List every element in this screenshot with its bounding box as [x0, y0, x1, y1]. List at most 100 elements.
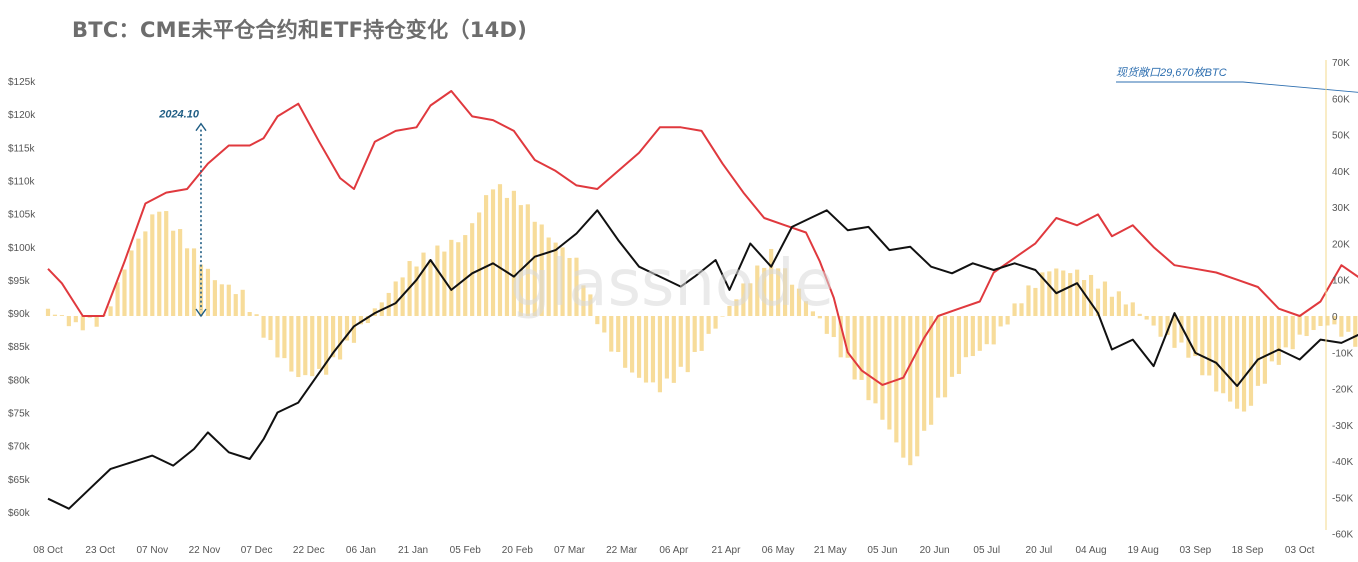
- etf-bar: [915, 316, 920, 457]
- etf-bar: [1040, 272, 1045, 316]
- etf-bar: [303, 316, 308, 376]
- etf-bar: [1262, 316, 1267, 384]
- etf-bar: [1047, 271, 1052, 316]
- etf-bar: [539, 224, 544, 316]
- etf-bar: [803, 301, 809, 316]
- x-tick-label: 22 Nov: [189, 545, 221, 556]
- etf-bar: [421, 252, 426, 316]
- etf-bar: [1137, 313, 1142, 316]
- etf-bar: [581, 285, 586, 316]
- etf-bar: [741, 283, 746, 316]
- etf-bar: [393, 281, 398, 316]
- etf-bar: [845, 316, 850, 358]
- etf-bar: [66, 316, 71, 327]
- etf-bar: [1255, 316, 1261, 386]
- etf-bar: [164, 211, 169, 316]
- etf-bar: [233, 294, 238, 316]
- x-tick-label: 03 Sep: [1180, 545, 1212, 556]
- etf-bar: [810, 311, 815, 316]
- etf-bar: [275, 316, 280, 358]
- etf-bar: [1033, 287, 1038, 316]
- price-line-series: [47, 209, 1358, 510]
- etf-bar: [769, 248, 774, 316]
- x-tick-label: 21 May: [814, 545, 847, 556]
- etf-bar: [268, 316, 273, 341]
- etf-bar: [1179, 316, 1184, 343]
- etf-bar: [796, 288, 802, 316]
- etf-bar: [1026, 285, 1031, 316]
- etf-bar: [1130, 302, 1135, 316]
- etf-bar: [1068, 273, 1073, 316]
- etf-bar: [1019, 303, 1024, 316]
- x-tick-label: 22 Dec: [293, 545, 325, 556]
- y-right-tick-label: 10K: [1332, 276, 1350, 287]
- etf-bar: [1151, 316, 1156, 326]
- x-tick-label: 07 Dec: [241, 545, 273, 556]
- etf-bar: [553, 242, 558, 316]
- etf-bar: [1200, 316, 1205, 376]
- etf-bar: [525, 204, 530, 316]
- etf-bar: [240, 289, 245, 316]
- x-tick-label: 06 Jan: [346, 545, 376, 556]
- y-left-tick-label: $115k: [8, 143, 36, 154]
- etf-bar: [678, 316, 683, 367]
- etf-bar: [463, 235, 468, 316]
- etf-bar: [1193, 316, 1198, 357]
- etf-bar: [970, 316, 975, 357]
- etf-bar: [317, 316, 322, 369]
- etf-bar: [45, 308, 51, 316]
- etf-bar: [984, 316, 989, 345]
- etf-bar: [588, 294, 593, 316]
- etf-bar: [873, 316, 878, 404]
- etf-bar: [602, 316, 607, 333]
- etf-bar: [1123, 304, 1128, 316]
- etf-bar: [184, 248, 190, 316]
- x-tick-label: 05 Jun: [867, 545, 897, 556]
- etf-bar: [1318, 316, 1323, 326]
- x-tick-label: 05 Jul: [973, 545, 1000, 556]
- etf-bar: [504, 197, 510, 316]
- etf-bar: [205, 268, 211, 316]
- etf-bar: [574, 257, 579, 316]
- etf-bar: [1207, 316, 1212, 376]
- etf-bar: [282, 316, 287, 359]
- etf-bar: [706, 316, 711, 334]
- y-right-tick-label: -10K: [1332, 348, 1353, 359]
- etf-bar: [838, 316, 843, 358]
- etf-bar: [880, 316, 885, 420]
- callout-label: 现货敞口29,670枚BTC: [1116, 66, 1227, 79]
- etf-bar: [1075, 269, 1080, 316]
- y-right-tick-label: 20K: [1332, 239, 1350, 250]
- etf-bar: [1165, 316, 1170, 335]
- etf-bar: [59, 315, 64, 316]
- y-right-tick-label: 50K: [1332, 131, 1350, 142]
- etf-bar: [1346, 316, 1351, 332]
- etf-bar: [456, 242, 461, 316]
- etf-bar: [351, 316, 357, 343]
- y-left-tick-label: $65k: [8, 475, 31, 486]
- etf-bar: [901, 316, 906, 458]
- etf-bar: [80, 316, 85, 331]
- x-tick-label: 06 May: [762, 545, 795, 556]
- etf-bar: [685, 316, 690, 373]
- etf-bar: [150, 214, 155, 316]
- etf-bar: [1311, 316, 1316, 331]
- annotation-label: 2024.10: [158, 109, 200, 121]
- etf-bar: [331, 316, 336, 358]
- y-left-tick-label: $90k: [8, 309, 31, 320]
- etf-bar: [226, 284, 231, 316]
- etf-bar: [762, 267, 767, 316]
- etf-bar: [636, 316, 642, 378]
- etf-bar: [414, 266, 419, 316]
- etf-bar: [1304, 316, 1309, 337]
- etf-bar: [623, 316, 628, 368]
- etf-bar: [497, 184, 503, 316]
- y-right-tick-label: 0: [1332, 312, 1338, 323]
- x-tick-label: 05 Feb: [450, 545, 482, 556]
- x-tick-label: 07 Mar: [554, 545, 586, 556]
- etf-bar: [755, 265, 760, 316]
- etf-bar: [824, 316, 829, 334]
- etf-bar: [108, 306, 113, 316]
- y-left-tick-label: $85k: [8, 342, 31, 353]
- y-left-tick-label: $70k: [8, 442, 31, 453]
